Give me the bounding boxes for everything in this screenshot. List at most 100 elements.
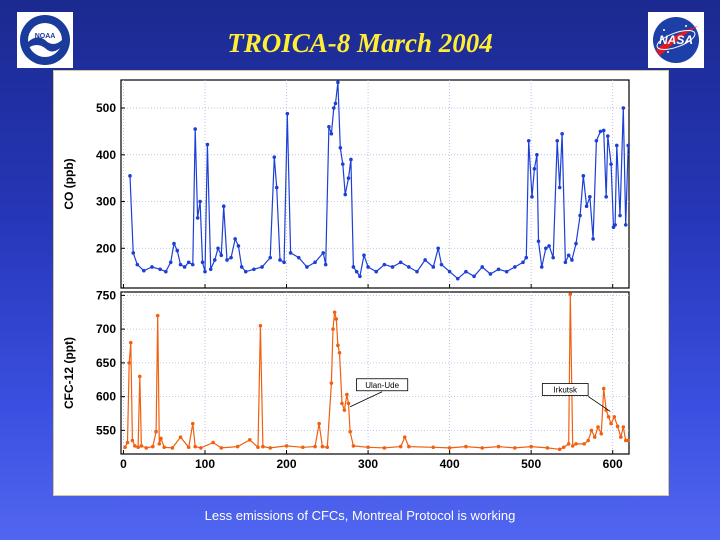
slide-caption: Less emissions of CFCs, Montreal Protoco… <box>204 508 516 523</box>
data-point <box>455 276 460 281</box>
data-point <box>282 260 286 265</box>
data-point <box>225 258 229 262</box>
data-point <box>128 174 132 178</box>
data-point <box>200 260 205 265</box>
data-point <box>323 262 328 267</box>
data-point <box>532 167 537 171</box>
data-point <box>135 262 140 267</box>
data-point <box>239 265 244 269</box>
data-point <box>423 258 427 262</box>
y-tick-label: 200 <box>96 241 116 255</box>
data-point <box>288 251 293 255</box>
data-point <box>243 269 248 274</box>
data-point <box>216 246 220 251</box>
annotation-box <box>356 378 409 392</box>
data-point <box>159 436 163 441</box>
data-point <box>539 265 544 269</box>
data-point <box>195 216 200 220</box>
data-point <box>313 444 317 449</box>
data-point <box>320 444 325 449</box>
data-point <box>594 138 599 143</box>
data-point <box>268 255 273 260</box>
data-point <box>329 131 334 136</box>
data-point <box>137 374 142 379</box>
data-point <box>212 258 217 262</box>
data-point <box>574 442 578 446</box>
x-tick-label: 200 <box>277 457 297 471</box>
data-point <box>236 244 241 248</box>
data-point <box>229 255 233 260</box>
data-point <box>496 444 501 449</box>
data-point <box>274 185 279 190</box>
y-tick-label: 750 <box>96 288 116 302</box>
data-point <box>203 269 207 274</box>
data-point <box>284 444 289 448</box>
data-point <box>431 265 436 269</box>
data-point <box>604 195 608 199</box>
data-point <box>545 446 550 450</box>
y-tick-label: 700 <box>96 322 116 336</box>
data-point <box>591 237 595 241</box>
data-point <box>158 267 162 272</box>
data-point <box>609 162 613 166</box>
x-tick-label: 600 <box>603 457 623 471</box>
data-point <box>278 258 282 262</box>
data-point <box>337 350 342 355</box>
data-point <box>317 421 321 426</box>
data-point <box>313 260 317 265</box>
data-point <box>524 255 529 260</box>
data-point <box>557 447 562 452</box>
y-tick-label: 500 <box>96 101 116 115</box>
data-point <box>175 248 180 253</box>
data-point <box>333 101 338 106</box>
data-point <box>351 265 356 269</box>
data-point <box>362 253 366 258</box>
data-point <box>221 204 226 209</box>
data-point <box>382 262 387 267</box>
annotation-label: Ulan-Ude <box>365 381 399 390</box>
data-point <box>252 267 256 272</box>
data-point <box>582 442 586 446</box>
data-point <box>198 199 202 204</box>
data-point <box>570 444 575 448</box>
data-point <box>208 267 213 272</box>
data-point <box>613 223 617 227</box>
data-point <box>343 192 348 197</box>
data-point <box>615 424 620 429</box>
y-axis-label: CO (ppb) <box>62 158 76 209</box>
data-point <box>566 442 571 446</box>
data-point <box>334 317 339 321</box>
data-point <box>551 255 555 260</box>
data-point <box>601 128 606 133</box>
x-tick-label: 500 <box>521 457 541 471</box>
data-point <box>584 204 589 209</box>
data-point <box>342 408 347 412</box>
data-point <box>190 262 195 267</box>
data-point <box>555 138 560 143</box>
data-point <box>285 111 290 116</box>
data-point <box>130 438 135 443</box>
data-point <box>596 425 600 429</box>
data-point <box>338 145 343 150</box>
noaa-logo-text: NOAA <box>35 33 56 40</box>
data-point <box>157 442 162 446</box>
data-point <box>407 265 411 269</box>
data-point <box>592 435 597 439</box>
data-point <box>366 265 370 269</box>
y-axis-label: CFC-12 (ppt) <box>62 337 76 409</box>
data-point <box>193 444 198 449</box>
data-point <box>349 157 353 162</box>
data-point <box>332 310 337 315</box>
data-point <box>354 269 359 274</box>
data-point <box>535 152 539 157</box>
data-point <box>398 444 403 449</box>
data-point <box>332 106 336 110</box>
data-point <box>150 265 154 269</box>
data-point <box>327 124 331 129</box>
data-point <box>447 269 452 274</box>
data-point <box>133 444 137 448</box>
data-point <box>168 260 173 265</box>
data-point <box>154 429 158 434</box>
data-point <box>621 106 626 110</box>
slide-title: TROICA-8 March 2004 <box>227 28 493 58</box>
